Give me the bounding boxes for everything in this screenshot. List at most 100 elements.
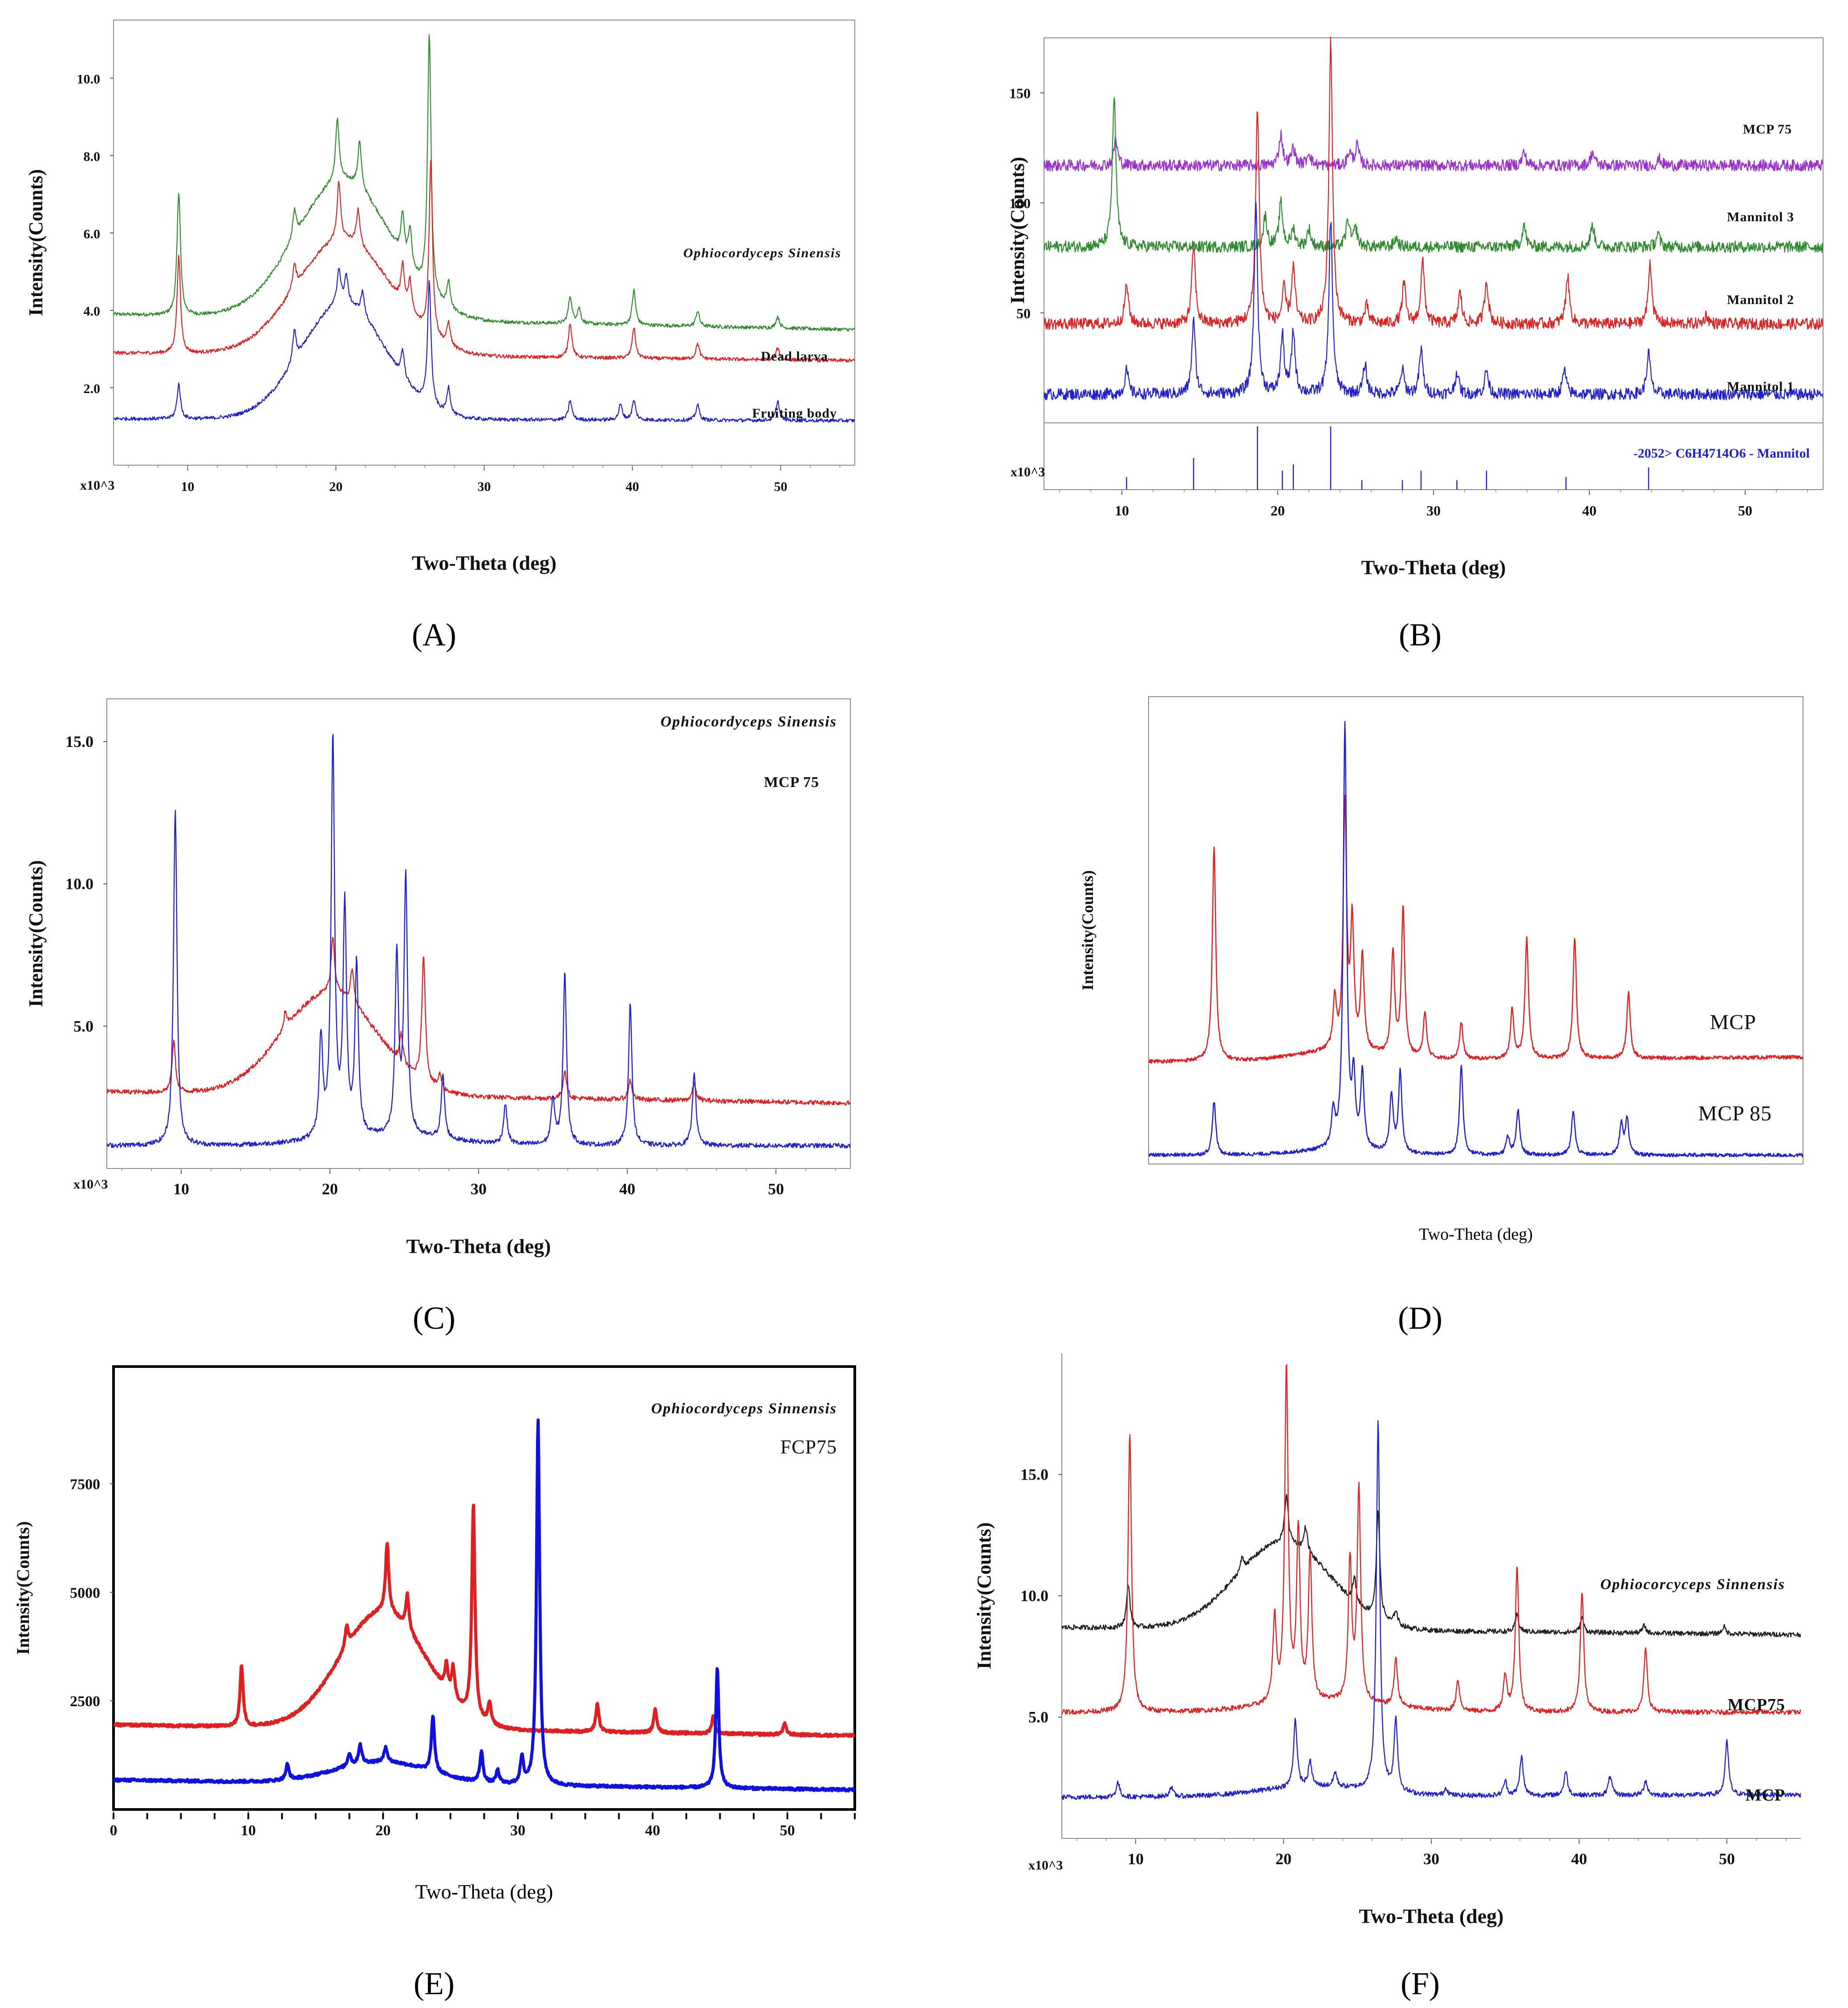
annotation-label: Ophiocordyceps Sinnensis [651,1400,837,1417]
x-axis-title: Two-Theta (deg) [1361,556,1506,579]
annotations: Ophiocordyceps Sinensis MCP 75 [661,714,837,791]
y-tick-label: 8.0 [84,149,101,164]
x-axis-title: Two-Theta (deg) [415,1880,553,1903]
x-tick-label: 30 [1426,503,1441,519]
series-group [1062,1364,1801,1800]
y-axis-title: Intensity(Counts) [973,1522,995,1669]
panel-label: (B) [1399,617,1442,653]
y-axis-title: Intensity(Counts) [13,1521,33,1655]
x-tick-label: 30 [471,1180,487,1198]
annotations: Ophiocordyceps Sinensis Dead larva Fruitin… [683,246,841,421]
exponent-label: x10^3 [73,1177,108,1192]
series-line-ophiocordyceps-sinnensis [114,1503,855,1738]
annotations: Ophiocorcyceps Sinnensis MCP75 MCP [1600,1576,1785,1805]
panel-e: 0 10 20 30 40 50 2500 5000 7500 Two-Theta (deg) In… [13,1365,856,2001]
plot-frame [1148,696,1803,1164]
x-tick-label: 40 [1582,503,1596,519]
series-line-mcp75 [1062,1364,1801,1715]
x-tick-label: 40 [626,479,639,494]
x-tick-label: 30 [478,479,491,494]
annotation-label: Mannitol 1 [1727,379,1794,394]
annotation-label: Mannitol 3 [1727,210,1794,224]
panel-a: 10 20 30 40 50 2.0 4.0 6.0 8.0 10.0 x10^3 Two-Theta… [25,20,855,653]
series-line-ophiocordyceps-sinensis [107,937,850,1106]
y-tick-label: 150 [1009,85,1031,101]
annotation-label: Mannitol 2 [1727,292,1794,307]
series-line-mcp-75 [1044,130,1823,172]
y-ticks: 5.0 10.0 15.0 [1020,1466,1062,1726]
x-tick-label: 40 [645,1822,660,1839]
x-tick-label: 10 [1128,1850,1144,1868]
series-group [1149,721,1803,1158]
x-axis-title: Two-Theta (deg) [1419,1225,1533,1244]
x-ticks: 10 20 30 40 50 [121,1168,836,1198]
panel-label: (E) [414,1966,455,2001]
y-tick-label: 7500 [70,1476,100,1493]
y-tick-label: 4.0 [84,304,101,319]
x-tick-label: 30 [510,1822,525,1839]
plot-frame [112,1365,856,1811]
x-axis-title: Two-Theta (deg) [406,1235,551,1258]
x-tick-label: 20 [322,1180,338,1198]
y-ticks: 2500 5000 7500 [70,1476,114,1710]
x-ticks: 0 10 20 30 40 50 [110,1809,856,1839]
panel-label: (C) [413,1300,455,1336]
panel-label: (F) [1401,1966,1440,2001]
x-tick-label: 50 [1738,503,1752,519]
annotations: Ophiocordyceps Sinnensis FCP75 [651,1400,837,1458]
exponent-label: x10^3 [1011,465,1045,479]
annotation-label: Ophiocorcyceps Sinnensis [1600,1576,1785,1593]
x-tick-label: 30 [1423,1850,1439,1868]
series-line-fruiting-body [114,268,855,423]
annotation-label: MCP 85 [1698,1102,1772,1125]
x-tick-label: 0 [110,1822,118,1839]
series-line-mcp [1062,1420,1801,1800]
annotation-label: Ophiocordyceps Sinensis [661,714,837,730]
x-axis-title: Two-Theta (deg) [1359,1905,1504,1927]
y-tick-label: 6.0 [84,227,101,241]
annotations: MCP 75 Mannitol 3 Mannitol 2 Mannitol 1 [1727,122,1794,394]
panel-f: 10 20 30 40 50 5.0 10.0 15.0 x10^3 Two-Theta (deg… [973,1353,1801,2001]
x-tick-label: 50 [1719,1850,1735,1868]
x-tick-label: 10 [181,479,195,494]
x-ticks: 10 20 30 40 50 [1059,490,1808,519]
y-tick-label: 2500 [70,1693,100,1710]
y-tick-label: 100 [1009,195,1031,211]
y-tick-label: 10.0 [77,72,101,86]
y-tick-label: 15.0 [65,733,93,750]
panel-c: 10 20 30 40 50 5.0 10.0 15.0 x10^3 Two-Theta (deg… [25,698,851,1336]
y-tick-label: 10.0 [1020,1587,1048,1605]
y-ticks: 2.0 4.0 6.0 8.0 10.0 [77,72,114,396]
annotation-label: MCP [1710,1010,1756,1034]
panel-d: Two-Theta (deg) Intensity(Counts) MCP MCP 8… [1079,696,1803,1336]
series-line-mannitol-3 [1044,97,1823,253]
series-line-mannitol-2 [1044,37,1823,330]
y-tick-label: 5.0 [1028,1708,1048,1726]
y-axis-title: Intensity(Counts) [1079,870,1097,990]
panel-label: (D) [1398,1300,1442,1336]
x-tick-label: 40 [619,1180,635,1198]
x-tick-label: 50 [768,1180,784,1198]
annotation-label: Ophiocordyceps Sinensis [683,246,841,260]
x-tick-label: 10 [241,1822,256,1839]
series-group [1044,37,1823,401]
annotation-label: MCP 75 [1743,122,1792,137]
x-ticks: 10 20 30 40 50 [128,465,841,494]
exponent-label: x10^3 [80,478,114,493]
y-tick-label: 50 [1016,305,1031,321]
x-ticks: 10 20 30 40 50 [1076,1838,1787,1868]
y-tick-label: 10.0 [65,875,93,893]
series-line-ophiocorcyceps-sinnensis [1062,1494,1801,1638]
annotations: MCP MCP 85 [1698,1010,1772,1125]
y-axis-title: Intensity(Counts) [25,169,47,316]
annotation-label: MCP 75 [764,774,819,791]
exponent-label: x10^3 [1028,1858,1063,1873]
annotation-label: Fruiting body [752,406,837,421]
annotation-label: MCP75 [1727,1696,1785,1714]
reference-label: -2052> C6H4714O6 - Mannitol [1633,446,1810,461]
annotation-label: FCP75 [780,1436,837,1458]
annotation-label: MCP [1745,1786,1785,1805]
annotation-label: Dead larva [761,349,828,364]
